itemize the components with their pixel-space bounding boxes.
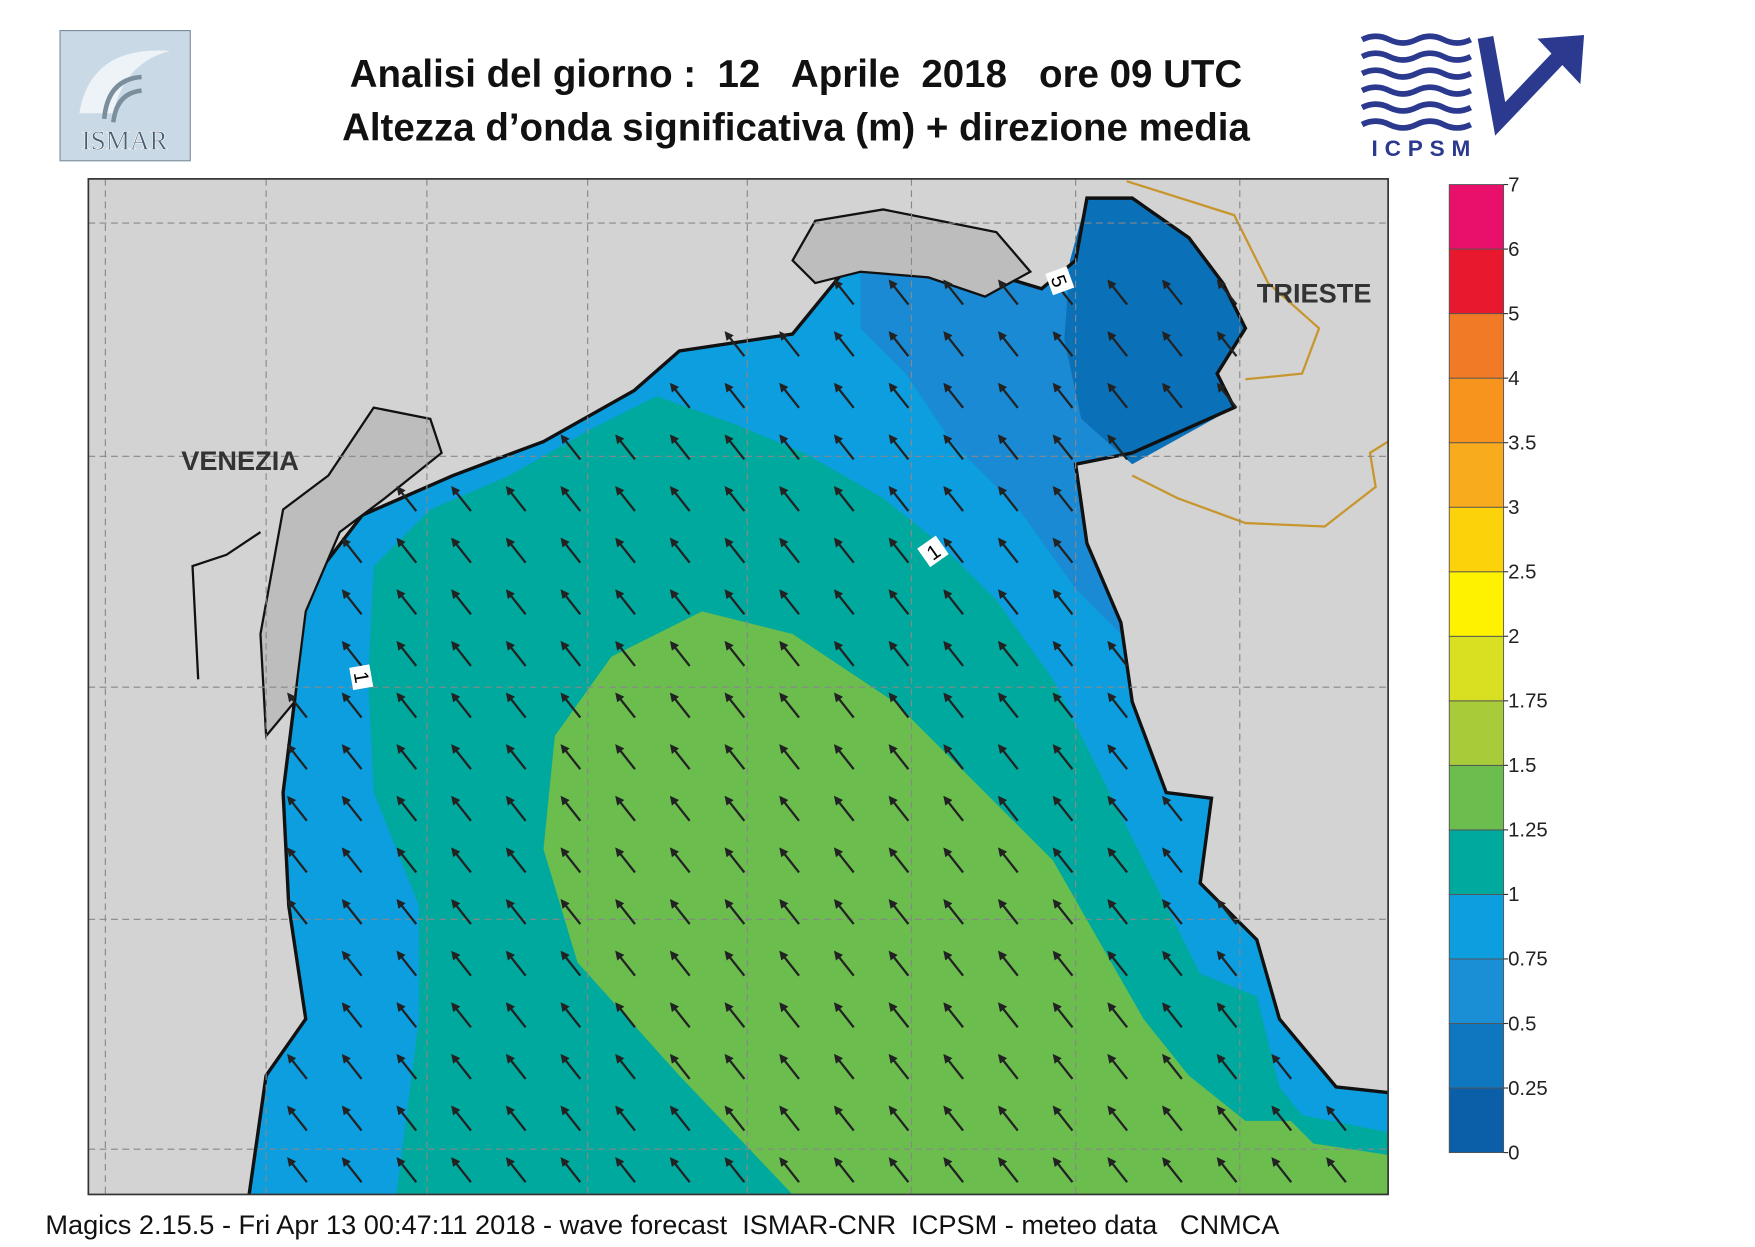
colorbar-label: 4: [1508, 368, 1519, 390]
colorbar-segment: [1449, 701, 1503, 766]
colorbar-segment: [1449, 765, 1503, 830]
colorbar-segment: [1449, 830, 1503, 895]
colorbar-label: 0: [1508, 1142, 1519, 1164]
colorbar-label: 0.5: [1508, 1013, 1536, 1035]
page: {"header": {"title_line1": "Analisi del …: [0, 0, 1755, 1247]
colorbar-label: 3.5: [1508, 432, 1536, 454]
colorbar-label: 6: [1508, 239, 1519, 261]
colorbar-segment: [1449, 959, 1503, 1024]
logo-text: ISMAR: [82, 125, 169, 155]
colorbar-label: 1.75: [1508, 691, 1548, 713]
colorbar: 0 0.25 0.5 0.75 1 1.25 1.5 1.75 2 2.5 3 3.5 4 5 6 7: [1449, 174, 1548, 1164]
colorbar-segment: [1449, 572, 1503, 637]
colorbar-label: 0.25: [1508, 1078, 1548, 1100]
colorbar-label: 7: [1508, 174, 1519, 196]
colorbar-label: 2: [1508, 626, 1519, 648]
colorbar-segment: [1449, 443, 1503, 508]
colorbar-segment: [1449, 1088, 1503, 1153]
logo-text: ICPSM: [1372, 136, 1478, 161]
colorbar-label: 2.5: [1508, 562, 1536, 584]
colorbar-segment: [1449, 507, 1503, 572]
colorbar-label: 1: [1508, 884, 1519, 906]
colorbar-label: 5: [1508, 303, 1519, 325]
icpsm-logo: ICPSM: [1362, 36, 1583, 161]
colorbar-segment: [1449, 314, 1503, 379]
colorbar-label: 0.75: [1508, 949, 1548, 971]
colorbar-segment: [1449, 249, 1503, 314]
place-label: VENEZIA: [181, 445, 299, 476]
screenshot: ISMAR Analisi del giorno : 12 Aprile 201…: [0, 0, 1755, 1242]
colorbar-label: 1.5: [1508, 755, 1536, 777]
ismar-logo: ISMAR: [60, 31, 190, 161]
colorbar-label: 1.25: [1508, 820, 1548, 842]
map: 1 1 5 VENEZIA TRIESTE: [88, 179, 1388, 1195]
colorbar-segment: [1449, 894, 1503, 959]
colorbar-segment: [1449, 1023, 1503, 1088]
colorbar-segment: [1449, 185, 1503, 250]
place-label: TRIESTE: [1257, 277, 1372, 308]
title: Analisi del giorno : 12 Aprile 2018 ore …: [350, 53, 1243, 96]
colorbar-segment: [1449, 636, 1503, 701]
colorbar-segment: [1449, 378, 1503, 443]
colorbar-label: 3: [1508, 497, 1519, 519]
footer: Magics 2.15.5 - Fri Apr 13 00:47:11 2018…: [45, 1209, 1280, 1240]
subtitle: Altezza d’onda significativa (m) + direz…: [342, 106, 1250, 149]
